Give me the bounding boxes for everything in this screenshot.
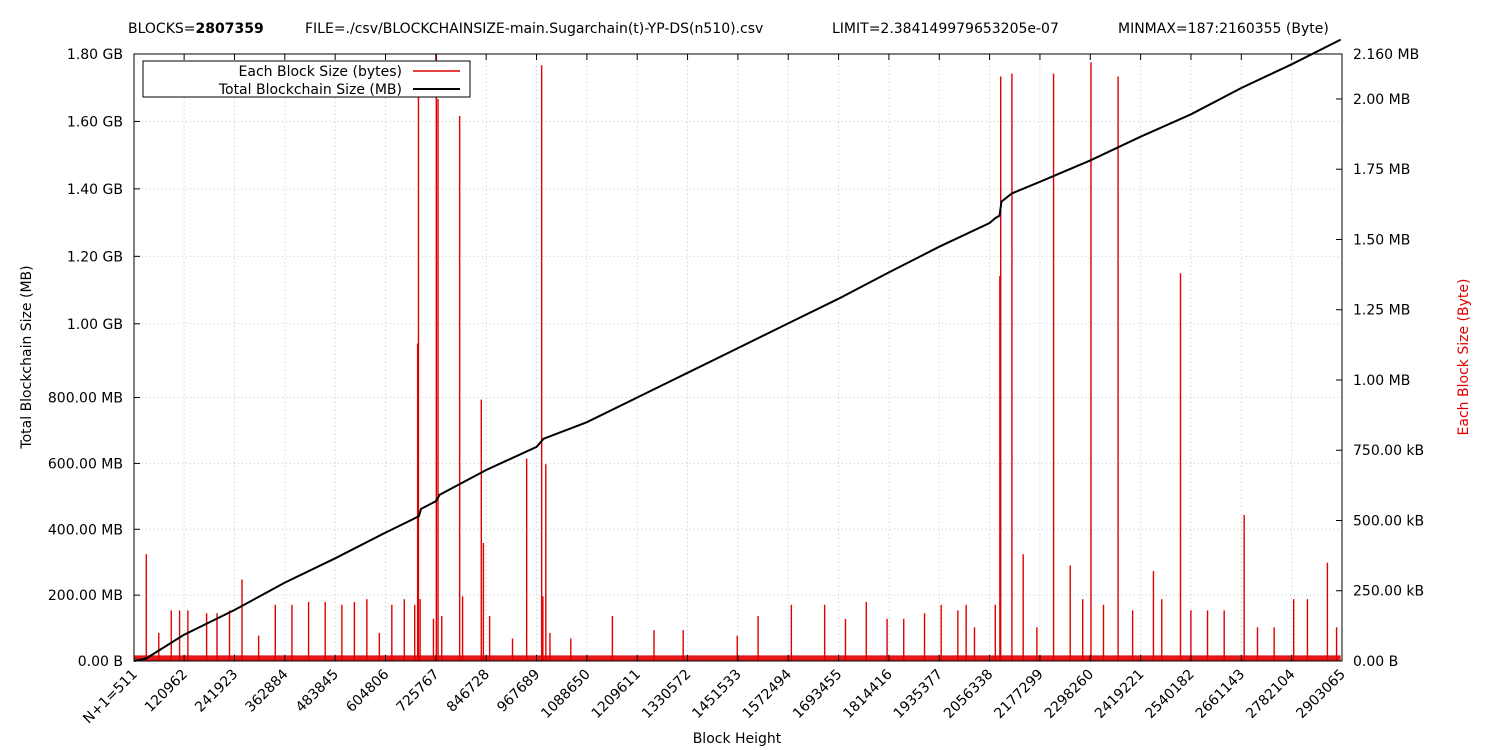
plot-frame xyxy=(133,53,1343,662)
x-tick-label: 1693455 xyxy=(790,667,845,722)
legend-box xyxy=(142,60,471,98)
total-size-series xyxy=(133,38,1342,662)
x-tick-label: 846728 xyxy=(444,667,493,716)
x-tick-label: 362884 xyxy=(243,666,292,715)
y2-tick-label: 1.25 MB xyxy=(1353,303,1410,319)
y2-tick-label: 2.00 MB xyxy=(1353,92,1410,108)
y-tick-label: 1.80 GB xyxy=(67,47,123,63)
x-tick-label: 2661143 xyxy=(1193,667,1248,722)
header-file: FILE=./csv/BLOCKCHAINSIZE-main.Sugarchai… xyxy=(305,21,763,37)
x-tick-label: 604806 xyxy=(343,666,392,715)
legend-entry-total-size: Total Blockchain Size (MB) xyxy=(218,82,402,98)
legend-entry-each-block-size: Each Block Size (bytes) xyxy=(239,64,402,80)
x-tick-label: N+1=511 xyxy=(80,667,141,728)
y-tick-label: 1.20 GB xyxy=(67,249,123,265)
x-axis-label: Block Height xyxy=(693,731,782,747)
x-tick-label: 2782104 xyxy=(1243,666,1298,721)
x-tick-label: 725767 xyxy=(394,667,443,716)
axis-layer: N+1=511 120962 241923 362884 483845 604806 725… xyxy=(48,47,1424,727)
y-tick-label: 1.00 GB xyxy=(67,317,123,333)
y2-tick-label: 750.00 kB xyxy=(1353,443,1424,459)
x-tick-label: 483845 xyxy=(293,667,342,716)
x-tick-label: 1088650 xyxy=(538,667,593,722)
y-axis-label: Total Blockchain Size (MB) xyxy=(19,265,35,449)
grid-layer xyxy=(134,54,1342,661)
y2-tick-label: 250.00 kB xyxy=(1353,584,1424,600)
y-tick-label: 200.00 MB xyxy=(48,588,123,604)
x-tick-label: 1209611 xyxy=(589,667,644,722)
x-tick-label: 2056338 xyxy=(941,667,996,722)
x-tick-label: 1451533 xyxy=(689,667,744,722)
y2-tick-label: 1.00 MB xyxy=(1353,373,1410,389)
y-tick-label: 800.00 MB xyxy=(48,391,123,407)
x-tick-label: 2177299 xyxy=(991,667,1046,722)
header-limit: LIMIT=2.384149979653205e-07 xyxy=(832,21,1059,37)
y2-tick-label: 0.00 B xyxy=(1353,654,1398,670)
y-tick-label: 0.00 B xyxy=(78,654,123,670)
y2-tick-label: 1.50 MB xyxy=(1353,232,1410,248)
x-tick-label: 1330572 xyxy=(639,667,694,722)
each-block-size-series xyxy=(134,54,1341,661)
x-tick-label: 2298260 xyxy=(1042,667,1097,722)
x-tick-label: 1814416 xyxy=(840,666,895,721)
y2-tick-label: 500.00 kB xyxy=(1353,513,1424,529)
y2-tick-label: 2.160 MB xyxy=(1353,47,1419,63)
total-size-line xyxy=(133,38,1342,662)
x-tick-label: 1572494 xyxy=(740,666,795,721)
x-tick-label: 1935377 xyxy=(891,667,946,722)
x-tick-label: 967689 xyxy=(494,667,543,716)
x-tick-label: 2419221 xyxy=(1092,667,1147,722)
legend: Each Block Size (bytes) Total Blockchain… xyxy=(142,60,471,98)
y-tick-label: 1.60 GB xyxy=(67,114,123,130)
x-tick-label: 120962 xyxy=(142,667,191,716)
y-tick-label: 600.00 MB xyxy=(48,456,123,472)
header-minmax: MINMAX=187:2160355 (Byte) xyxy=(1118,21,1329,37)
y2-axis-label: Each Block Size (Byte) xyxy=(1456,279,1472,436)
y2-tick-label: 1.75 MB xyxy=(1353,162,1410,178)
y-tick-label: 1.40 GB xyxy=(67,182,123,198)
y-tick-label: 400.00 MB xyxy=(48,522,123,538)
x-tick-label: 2903065 xyxy=(1293,667,1348,722)
header-blocks: BLOCKS=2807359 xyxy=(128,21,264,37)
x-tick-label: 2540182 xyxy=(1142,667,1197,722)
x-tick-label: 241923 xyxy=(192,667,241,716)
